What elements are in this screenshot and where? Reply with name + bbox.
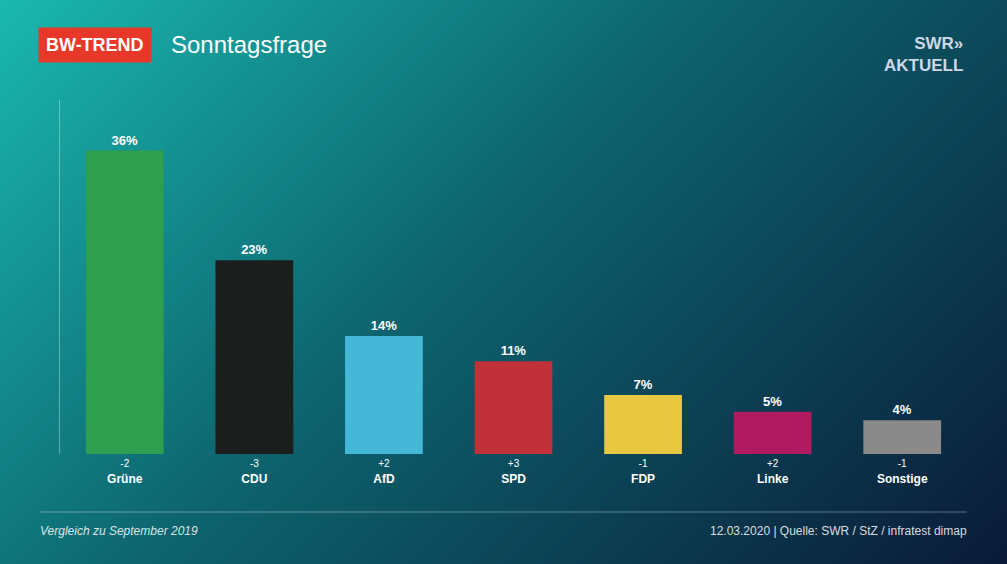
svg-text:5%: 5% bbox=[763, 394, 782, 409]
svg-text:+2AfD: +2AfD bbox=[373, 458, 395, 486]
svg-text:36%: 36% bbox=[112, 133, 138, 148]
svg-text:4%: 4% bbox=[893, 402, 912, 417]
svg-text:-2Grüne: -2Grüne bbox=[107, 458, 143, 486]
svg-text:11%: 11% bbox=[501, 343, 527, 358]
svg-text:12.03.2020 | Quelle: SWR / StZ: 12.03.2020 | Quelle: SWR / StZ / infrate… bbox=[710, 524, 967, 538]
svg-text:23%: 23% bbox=[241, 242, 267, 257]
svg-text:14%: 14% bbox=[371, 318, 397, 333]
svg-text:Sonntagsfrage: Sonntagsfrage bbox=[171, 31, 327, 58]
svg-text:-1FDP: -1FDP bbox=[631, 458, 655, 486]
svg-text:+3SPD: +3SPD bbox=[501, 458, 526, 486]
svg-text:SWR»AKTUELL: SWR»AKTUELL bbox=[884, 34, 963, 75]
svg-text:Vergleich zu September 2019: Vergleich zu September 2019 bbox=[40, 524, 198, 538]
svg-text:BW-TREND: BW-TREND bbox=[46, 35, 144, 55]
svg-text:+2Linke: +2Linke bbox=[757, 458, 789, 486]
svg-text:-1Sonstige: -1Sonstige bbox=[877, 458, 928, 486]
svg-text:7%: 7% bbox=[633, 377, 652, 392]
svg-text:-3CDU: -3CDU bbox=[241, 458, 267, 486]
